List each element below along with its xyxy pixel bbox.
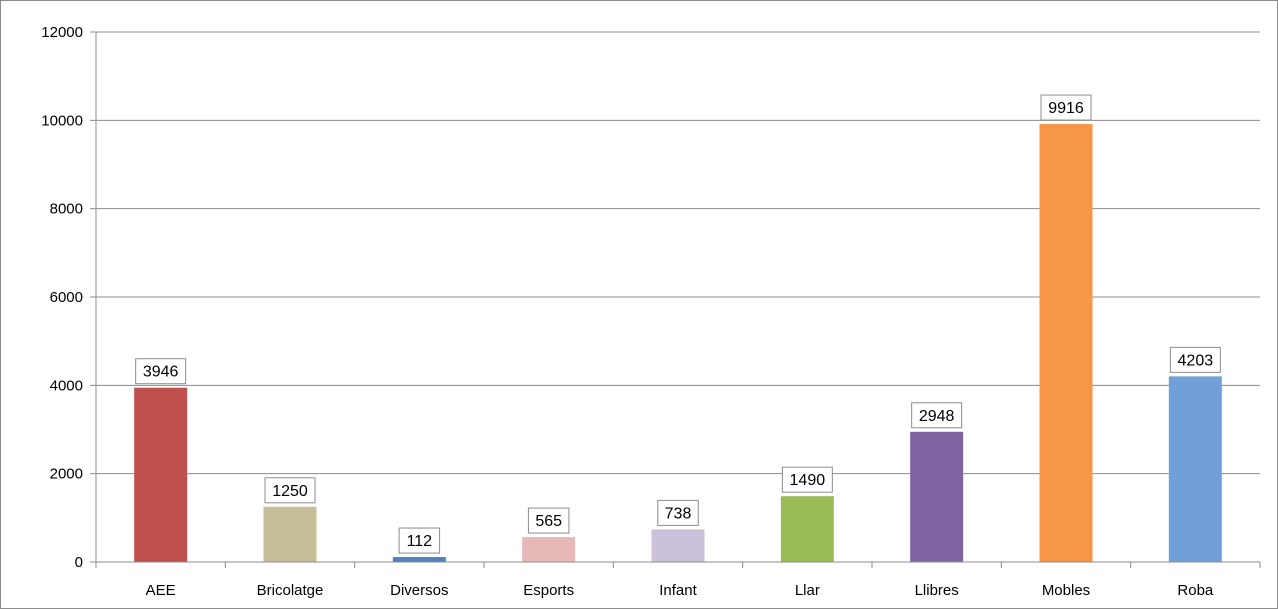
y-axis-tick-label: 8000	[50, 201, 83, 218]
bar-mobles	[1039, 124, 1093, 562]
data-label-diversos: 112	[398, 527, 441, 554]
bar-aee	[134, 387, 188, 562]
data-label-box	[657, 499, 699, 526]
x-axis: AEE Bricolatge Diversos Esports Infant Llar Ll…	[90, 561, 1261, 599]
data-label-box	[911, 402, 963, 429]
y-axis-tick-label: 6000	[50, 289, 83, 306]
x-axis-tick-label: Mobles	[1042, 582, 1090, 599]
data-label-value: 3946	[143, 364, 179, 381]
data-label-esports: 565	[527, 507, 570, 534]
y-axis-tick-labels: 0 2000 4000 6000 8000 10000 12000	[41, 24, 97, 571]
bar-roba	[1168, 376, 1222, 562]
data-label-value: 112	[407, 533, 433, 550]
data-label-box	[527, 507, 570, 534]
x-axis-tick-label: AEE	[146, 582, 176, 599]
data-label-box	[781, 466, 833, 493]
data-label-llibres: 2948	[911, 402, 963, 429]
data-label-infant: 738	[657, 499, 699, 526]
bar-diversos	[392, 557, 446, 562]
y-axis-tick-label: 12000	[41, 24, 83, 41]
data-label-mobles: 9916	[1040, 94, 1092, 121]
data-label-value: 9916	[1048, 100, 1084, 117]
y-axis-tick-label: 10000	[41, 112, 83, 129]
data-label-bricolatge: 1250	[264, 477, 316, 504]
data-label-box	[398, 527, 441, 554]
data-label-box	[264, 477, 316, 504]
x-axis-tick-label: Bricolatge	[257, 582, 324, 599]
data-labels: 3946 1250 112 565 738 1490 2948 9916 4203	[135, 94, 1221, 554]
y-axis-tick-label: 4000	[50, 377, 83, 394]
bar-llibres	[910, 431, 964, 562]
y-axis-tick-label: 0	[75, 554, 83, 571]
data-label-aee: 3946	[135, 358, 187, 385]
data-label-value: 2948	[919, 408, 955, 425]
data-label-value: 565	[535, 513, 562, 530]
data-label-value: 738	[665, 505, 692, 522]
data-label-box	[135, 358, 187, 385]
x-axis-tick-label: Roba	[1177, 582, 1214, 599]
bar-esports	[522, 537, 576, 562]
data-label-roba: 4203	[1169, 346, 1221, 373]
bar-bricolatge	[263, 506, 317, 562]
x-axis-tick-label: Esports	[523, 582, 574, 599]
x-axis-tick-label: Infant	[659, 582, 697, 599]
y-axis-tick-label: 2000	[50, 466, 83, 483]
bars	[134, 124, 1222, 562]
x-axis-tick-label: Diversos	[390, 582, 448, 599]
data-label-box	[1040, 94, 1092, 121]
data-label-llar: 1490	[781, 466, 833, 493]
bar-infant	[651, 529, 705, 562]
bar-llar	[780, 496, 834, 562]
data-label-value: 1250	[272, 483, 308, 500]
data-label-value: 4203	[1178, 352, 1214, 369]
data-label-value: 1490	[790, 472, 826, 489]
x-axis-tick-label: Llibres	[915, 582, 959, 599]
data-label-box	[1169, 346, 1221, 373]
x-axis-tick-label: Llar	[795, 582, 820, 599]
